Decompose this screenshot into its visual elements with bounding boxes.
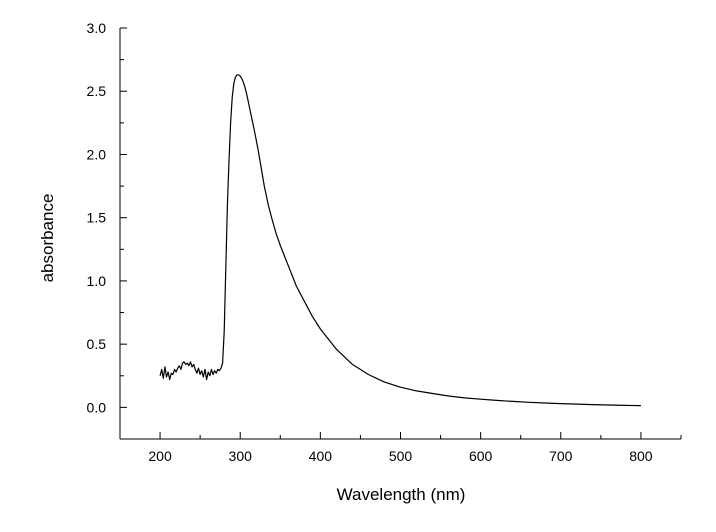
x-tick-label: 600 bbox=[469, 448, 493, 464]
y-tick-label: 2.5 bbox=[87, 83, 107, 99]
x-tick-label: 700 bbox=[549, 448, 573, 464]
y-tick-label: 3.0 bbox=[87, 20, 107, 36]
x-tick-label: 300 bbox=[229, 448, 253, 464]
x-axis: 200 300 400 500 600 700 800 bbox=[119, 432, 682, 464]
series-group bbox=[159, 74, 641, 407]
plot-area bbox=[119, 28, 681, 440]
y-tick-label: 1.0 bbox=[87, 273, 107, 289]
y-tick-label: 2.0 bbox=[87, 146, 107, 162]
y-axis: 0.0 0.5 1.0 1.5 2.0 2.5 3.0 bbox=[87, 20, 127, 440]
x-tick-label: 800 bbox=[629, 448, 653, 464]
y-tick-label: 1.5 bbox=[87, 210, 107, 226]
x-tick-label: 500 bbox=[389, 448, 413, 464]
y-tick-label: 0.0 bbox=[87, 399, 107, 415]
absorbance-series-line bbox=[159, 74, 641, 407]
y-tick-label: 0.5 bbox=[87, 336, 107, 352]
y-axis-title: absorbance bbox=[38, 194, 57, 283]
x-tick-label: 400 bbox=[309, 448, 333, 464]
x-tick-label: 200 bbox=[148, 448, 172, 464]
x-axis-title: Wavelength (nm) bbox=[337, 485, 466, 504]
